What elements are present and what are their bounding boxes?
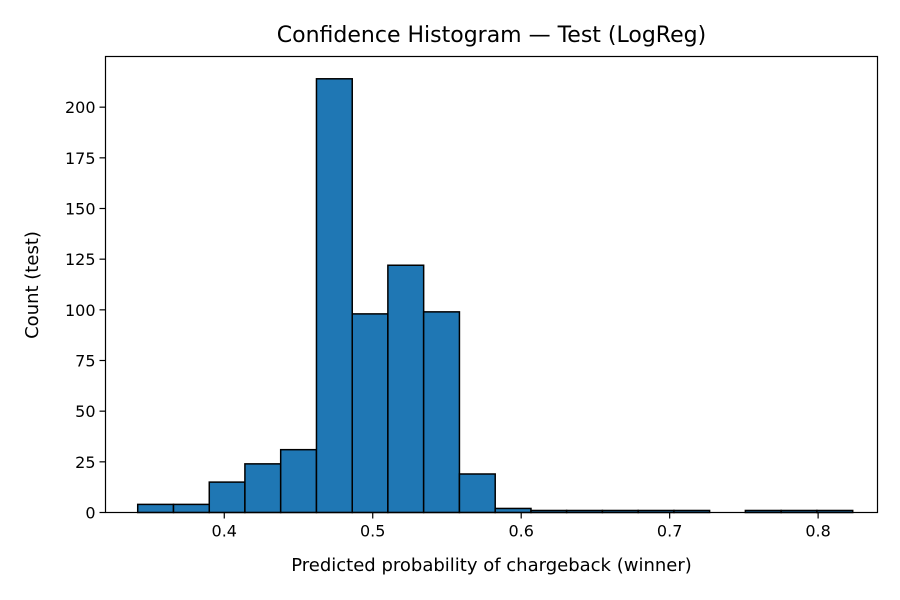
x-tick-label: 0.5 [360,522,385,541]
y-tick-label: 50 [75,402,95,421]
histogram-bar-4 [279,448,318,514]
x-tick-label: 0.7 [657,522,682,541]
y-tick-label: 25 [75,453,95,472]
y-tick-label: 200 [65,98,96,117]
y-tick-label: 125 [65,250,96,269]
histogram-bar-10 [494,507,532,514]
histogram-bar-7 [387,264,425,514]
x-tick-label: 0.4 [212,522,237,541]
x-tick-label: 0.8 [805,522,830,541]
y-axis-ticks: 0 25 50 75 100 125 150 175 200 [65,98,106,523]
x-tick-label: 0.6 [508,522,533,541]
chart-title: Confidence Histogram — Test (LogReg) [277,23,706,48]
y-tick-label: 0 [85,504,95,523]
histogram-bar-2 [208,481,246,514]
histogram-bar-1 [172,503,211,514]
histogram-bar-8 [422,311,461,514]
y-axis-label: Count (test) [22,231,43,339]
y-tick-label: 100 [65,301,96,320]
x-axis-label: Predicted probability of chargeback (win… [291,555,692,576]
bars-group [136,78,854,514]
histogram-bar-3 [244,463,282,514]
x-axis-ticks: 0.4 0.5 0.6 0.7 0.8 [212,512,831,541]
plot-frame [104,55,879,514]
histogram-bar-0 [136,503,175,514]
y-tick-label: 75 [75,352,95,371]
y-tick-label: 175 [65,149,96,168]
histogram-bar-9 [458,473,496,514]
y-tick-label: 150 [65,200,96,219]
histogram-bar-6 [351,313,389,514]
histogram-bar-5 [315,78,353,514]
